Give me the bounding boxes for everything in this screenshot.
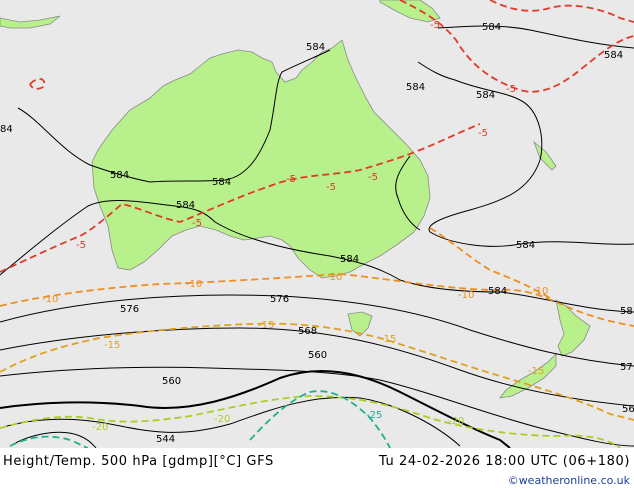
- temp-label: -5: [506, 84, 516, 95]
- height-label: 584: [306, 42, 325, 53]
- temp-label: -20: [92, 422, 108, 433]
- contour-568: [0, 327, 634, 407]
- new-zealand-north-island: [555, 299, 591, 357]
- contour-584-east-south: [329, 255, 634, 313]
- temp-label: -15: [104, 340, 120, 351]
- temp-label: -5: [192, 218, 202, 229]
- new-caledonia: [533, 140, 557, 171]
- valid-time: Tu 24-02-2026 18:00 UTC (06+180): [378, 454, 630, 469]
- height-label: 544: [156, 434, 175, 445]
- map-title: Height/Temp. 500 hPa [gdmp][°C] GFS: [3, 454, 274, 469]
- isotherms: [0, 0, 634, 449]
- height-labels: 584 584 584 584 584 584 584 584 584 584 …: [0, 22, 634, 445]
- temp-label: -10: [326, 272, 342, 283]
- height-label: 584: [516, 240, 535, 251]
- isotherm-minus10: [0, 273, 634, 327]
- temp-label: -5: [76, 240, 86, 251]
- height-label: 560: [162, 376, 181, 387]
- temp-label: -15: [380, 334, 396, 345]
- temp-label: -15: [528, 366, 544, 377]
- temp-label: -5: [286, 174, 296, 185]
- height-label: 57: [620, 362, 633, 373]
- height-label: 84: [0, 124, 13, 135]
- temp-label: -10: [532, 286, 548, 297]
- temp-label: -5: [478, 128, 488, 139]
- height-label: 576: [270, 294, 289, 305]
- new-guinea: [379, 0, 441, 23]
- isotherm-minus25: [249, 390, 391, 449]
- new-zealand-south-island: [499, 353, 557, 399]
- temperature-labels: -5 -5 -5 -5 -5 -5 -5 -5 -10 -10 -10 -10 …: [42, 20, 548, 433]
- isotherm-minus15: [0, 322, 634, 421]
- map-footer: Height/Temp. 500 hPa [gdmp][°C] GFS Tu 2…: [0, 448, 634, 490]
- height-label: 584: [488, 286, 507, 297]
- temp-label: -10: [458, 290, 474, 301]
- height-label: 58: [620, 306, 633, 317]
- contour-584-inner: [395, 155, 421, 231]
- height-label: 568: [298, 326, 317, 337]
- temp-label: -20: [214, 414, 230, 425]
- contour-584-east: [417, 61, 634, 247]
- height-label: 584: [176, 200, 195, 211]
- height-label: 584: [482, 22, 501, 33]
- temp-label: -5: [368, 172, 378, 183]
- isotherm-minus25-west: [9, 435, 89, 449]
- height-contours-584: [0, 25, 634, 313]
- temp-label: -5: [326, 182, 336, 193]
- temp-label: -20: [448, 416, 464, 427]
- timor-islands: [0, 15, 61, 29]
- contour-584-top: [437, 25, 634, 49]
- height-label: 584: [604, 50, 623, 61]
- temp-label: -25: [366, 410, 382, 421]
- temp-label: -10: [42, 294, 58, 305]
- height-label: 576: [120, 304, 139, 315]
- isotherm-minus5-west: [0, 123, 481, 273]
- temp-label: -5: [430, 20, 440, 31]
- temp-label: -10: [186, 279, 202, 290]
- height-label: 56: [622, 404, 634, 415]
- height-label: 584: [406, 82, 425, 93]
- isotherm-minus5-north: [399, 0, 634, 93]
- contour-576: [0, 294, 634, 367]
- contour-584-loop: [17, 49, 331, 183]
- temp-label: -15: [258, 320, 274, 331]
- credit-link[interactable]: ©weatheronline.co.uk: [507, 474, 630, 487]
- tasmania: [347, 311, 373, 337]
- height-label: 584: [110, 170, 129, 181]
- australia-mainland: [91, 39, 431, 279]
- contour-536: [9, 431, 97, 449]
- contour-584-west: [0, 200, 331, 276]
- height-label: 584: [212, 177, 231, 188]
- isotherm-minus20: [0, 395, 621, 449]
- height-label: 560: [308, 350, 327, 361]
- height-label: 584: [340, 254, 359, 265]
- contour-552: [0, 369, 511, 449]
- landmasses: [0, 0, 591, 399]
- height-label: 584: [476, 90, 495, 101]
